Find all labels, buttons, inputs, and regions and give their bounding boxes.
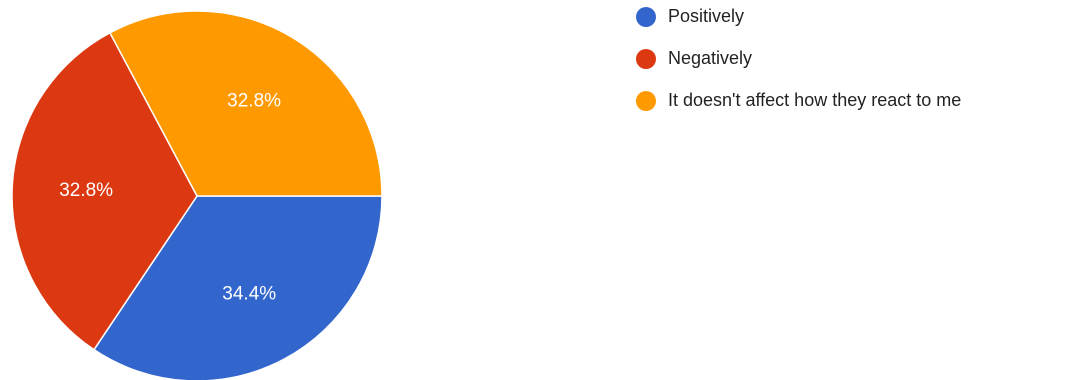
slice-label-no-effect: 32.8% (227, 90, 281, 111)
slice-no-effect[interactable] (108, 10, 383, 197)
legend-swatch-positively (636, 6, 656, 27)
legend-item-positively[interactable]: Positively (636, 6, 1076, 27)
legend-item-no-effect[interactable]: It doesn't affect how they react to me (636, 90, 1076, 111)
slice-negatively[interactable] (11, 31, 198, 351)
slice-positively[interactable] (92, 195, 383, 380)
slice-label-negatively: 32.8% (59, 180, 113, 201)
slice-label-positively: 34.4% (222, 283, 276, 304)
legend-label-negatively: Negatively (668, 48, 753, 68)
pie-plot-area: 34.4% 32.8% 32.8% (11, 10, 383, 380)
legend-swatch-no-effect (636, 90, 656, 111)
legend: Positively Negatively It doesn't affect … (636, 6, 1076, 132)
legend-item-negatively[interactable]: Negatively (636, 48, 1076, 69)
legend-label-positively: Positively (668, 6, 745, 26)
legend-label-no-effect: It doesn't affect how they react to me (668, 90, 962, 110)
legend-swatch-negatively (636, 48, 656, 69)
